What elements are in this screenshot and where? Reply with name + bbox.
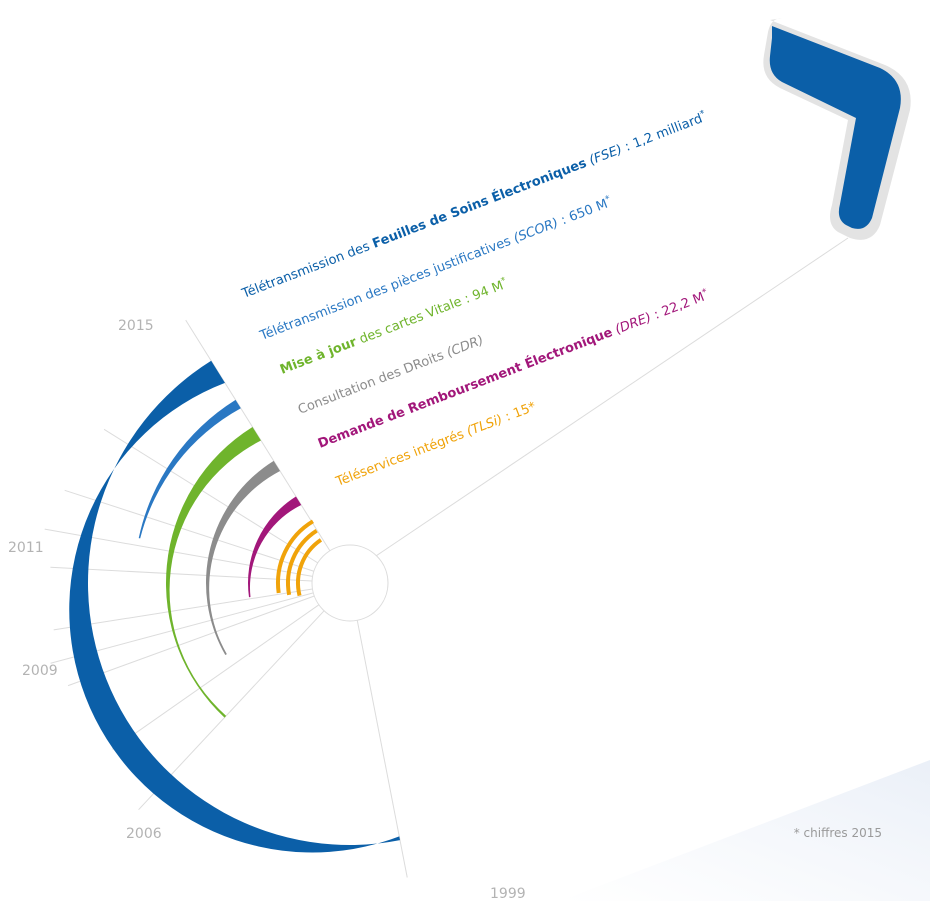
grid-spoke (103, 428, 319, 564)
arc-tlsi (286, 529, 318, 596)
label-star: * (604, 194, 612, 205)
grid-diagonal (376, 237, 849, 557)
arrow-icon (763, 18, 911, 240)
year-label-1999: 1999 (490, 886, 526, 901)
label-italic: (TLSi) (465, 412, 505, 439)
footnote: * chiffres 2015 (793, 826, 882, 840)
label-value: 650 M (567, 197, 610, 225)
series-arcs (69, 360, 400, 853)
series-labels: Télétransmission des Feuilles de Soins É… (239, 109, 710, 490)
year-label-2009: 2009 (22, 663, 58, 679)
label-value: 15* (511, 399, 538, 421)
series-label-fse: Télétransmission des Feuilles de Soins É… (239, 109, 710, 302)
grid-spoke (356, 620, 408, 878)
grid-spoke (64, 489, 315, 572)
label-sep: : (619, 138, 636, 157)
year-labels: 2015 2011 2009 2006 1999 (8, 318, 526, 901)
label-sep: : (499, 408, 516, 427)
arc-tlsi (296, 538, 323, 597)
arc-tlsi (276, 519, 314, 594)
arc-dre (248, 496, 302, 598)
grid-spoke (50, 566, 313, 582)
year-label-2006: 2006 (126, 826, 162, 842)
grid-spoke (53, 588, 313, 631)
label-bold: Feuilles de Soins Électroniques (370, 155, 589, 252)
label-italic: (CDR) (445, 333, 486, 361)
label-value: 1,2 milliard (631, 111, 705, 151)
label-italic: (SCOR) (512, 216, 561, 247)
label-italic: (FSE) (587, 142, 624, 168)
label-sep: : (459, 290, 476, 309)
label-star: * (701, 287, 709, 298)
label-value: 94 M (470, 278, 505, 303)
background-shading (560, 760, 930, 901)
label-star: * (699, 109, 707, 120)
label-value: 22,2 M (660, 290, 707, 320)
label-sep: : (648, 306, 665, 325)
label-star: * (500, 276, 508, 287)
year-label-2011: 2011 (8, 540, 44, 556)
arc-vitale (165, 426, 261, 718)
grid-spoke (67, 595, 315, 687)
label-italic: (DRE) (613, 310, 653, 337)
year-label-2015: 2015 (118, 318, 154, 334)
series-label-tlsi: Téléservices intégrés (TLSi) : 15* (333, 399, 539, 490)
arc-scor (138, 399, 241, 539)
label-bold: Mise à jour (278, 335, 359, 378)
grid-spoke (112, 604, 320, 750)
arc-cdr (206, 460, 281, 655)
center-ring (311, 544, 389, 622)
label-sep: : (555, 211, 572, 230)
